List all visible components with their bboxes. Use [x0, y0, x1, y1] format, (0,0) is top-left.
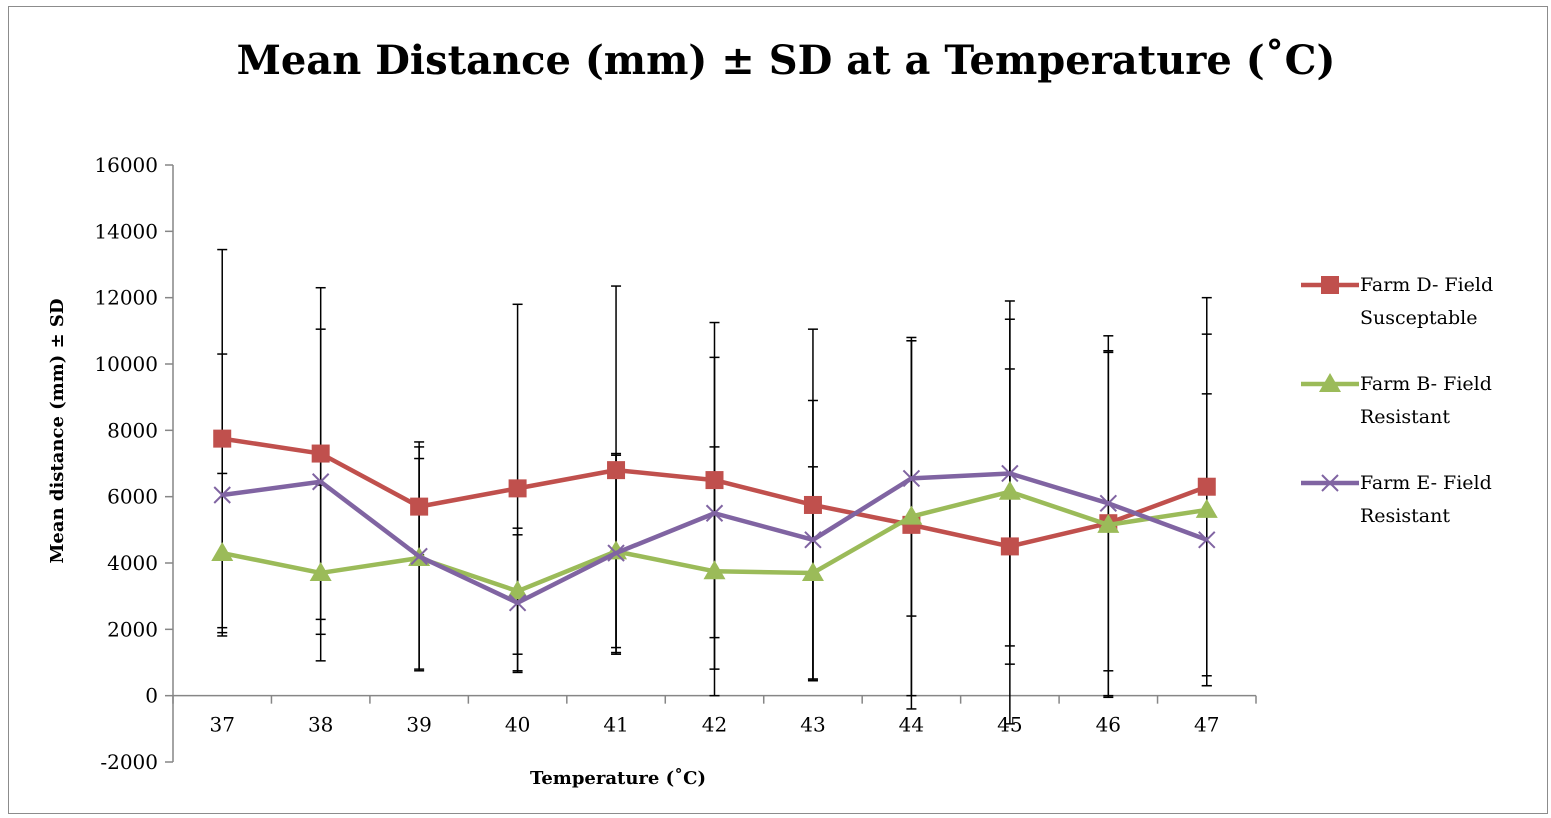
data-point — [1099, 494, 1118, 513]
legend-swatch-marker — [1319, 373, 1341, 392]
data-point — [213, 486, 231, 504]
x-tick-label: 41 — [603, 713, 628, 737]
data-point — [1198, 531, 1216, 549]
y-tick-label: 0 — [145, 684, 158, 708]
data-point — [410, 547, 428, 566]
data-point — [213, 429, 232, 448]
series-3 — [213, 464, 1216, 612]
data-point — [1000, 537, 1019, 556]
data-point — [1197, 477, 1216, 496]
data-point — [311, 473, 330, 491]
y-tick-label: 2000 — [107, 617, 158, 641]
data-point — [705, 471, 724, 490]
legend-label: Susceptable — [1360, 307, 1478, 329]
x-tick-label: 44 — [899, 713, 924, 737]
x-axis-title: Temperature (˚C) — [530, 766, 706, 789]
y-tick-label: 12000 — [94, 286, 158, 310]
data-point — [902, 469, 921, 488]
y-tick-label: 10000 — [94, 352, 158, 376]
data-point — [998, 480, 1021, 500]
data-point — [309, 561, 332, 581]
data-point — [703, 560, 726, 580]
data-point — [607, 544, 625, 562]
y-axis-title: Mean distance (mm) ± SD — [47, 298, 68, 563]
x-tick-label: 40 — [505, 713, 530, 737]
data-point — [705, 504, 724, 522]
chart-frame: Mean Distance (mm) ± SD at a Temperature… — [8, 6, 1548, 814]
legend-label: Farm B- Field — [1360, 373, 1492, 395]
legend-swatch-marker — [1321, 276, 1339, 294]
y-tick-label: 16000 — [94, 153, 158, 177]
data-point — [804, 531, 822, 549]
data-point — [607, 461, 626, 480]
data-point — [1195, 498, 1218, 518]
y-tick-label: 4000 — [107, 551, 158, 575]
data-point — [211, 542, 234, 562]
data-point — [506, 580, 529, 600]
legend-swatch-marker — [1321, 474, 1339, 492]
x-tick-label: 42 — [702, 713, 727, 737]
chart-title: Mean Distance (mm) ± SD at a Temperature… — [237, 37, 1336, 84]
legend-label: Farm D- Field — [1360, 274, 1493, 296]
data-point — [1001, 464, 1019, 483]
legend-label: Resistant — [1360, 505, 1450, 527]
x-tick-label: 47 — [1194, 713, 1219, 737]
data-point — [508, 479, 527, 498]
data-point — [900, 505, 923, 525]
y-tick-label: 8000 — [107, 418, 158, 442]
x-tick-label: 46 — [1096, 713, 1121, 737]
data-point — [803, 495, 822, 514]
x-tick-label: 37 — [210, 713, 235, 737]
legend-label: Farm E- Field — [1360, 472, 1492, 494]
data-point — [801, 561, 824, 581]
data-point — [410, 497, 429, 516]
y-tick-label: 14000 — [94, 219, 158, 243]
x-tick-label: 38 — [308, 713, 333, 737]
y-tick-label: -2000 — [100, 750, 158, 774]
y-tick-label: 6000 — [107, 485, 158, 509]
legend-item-1: Farm D- Field Susceptable — [1301, 274, 1493, 329]
data-point — [1097, 513, 1120, 533]
legend-item-2: Farm B- Field Resistant — [1301, 373, 1492, 428]
axes: 16000 14000 12000 10000 8000 6000 4000 2000 0 -20… — [94, 153, 1257, 774]
legend-label: Resistant — [1360, 406, 1450, 428]
legend-item-3: Farm E- Field Resistant — [1301, 472, 1492, 527]
data-point — [311, 444, 330, 463]
legend: Farm D- Field Susceptable Farm B- Field Res… — [1301, 274, 1493, 527]
data-point — [508, 594, 527, 612]
x-tick-label: 39 — [406, 713, 431, 737]
series-layer — [211, 429, 1218, 612]
chart-canvas: Mean Distance (mm) ± SD at a Temperature… — [47, 37, 1493, 789]
x-tick-label: 43 — [800, 713, 825, 737]
